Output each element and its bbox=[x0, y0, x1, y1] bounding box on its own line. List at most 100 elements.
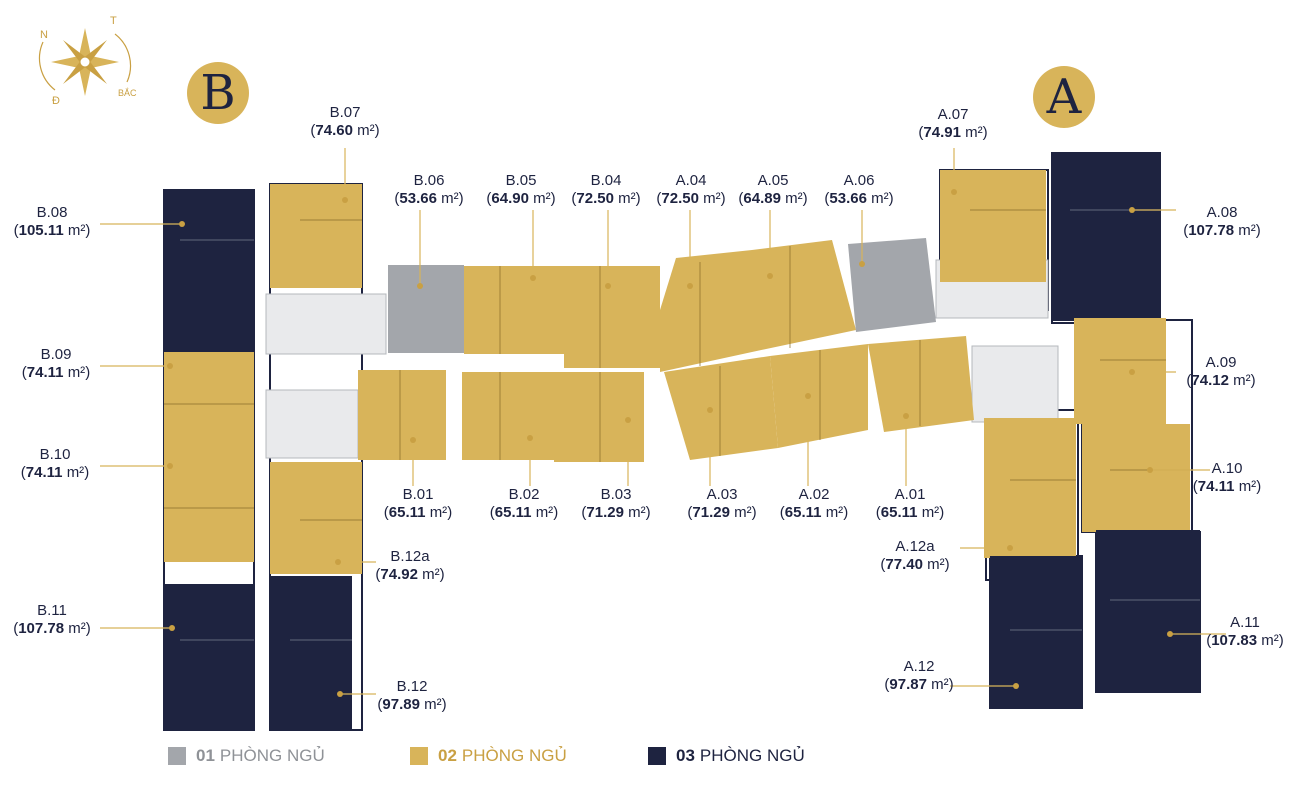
unit-area: 74.91 bbox=[923, 124, 961, 141]
unit-suffix: m² bbox=[703, 190, 721, 207]
unit-suffix: m² bbox=[965, 124, 983, 141]
unit-code: B.12 bbox=[396, 678, 428, 695]
unit-suffix: m² bbox=[424, 696, 442, 713]
unit-suffix: m² bbox=[921, 504, 940, 521]
legend-item-2br: 02 PHÒNG NGỦ bbox=[410, 744, 567, 768]
tower-a-badge: A bbox=[1033, 66, 1095, 128]
unit-label: A.05 (64.89 m²) bbox=[732, 172, 814, 208]
unit-code: B.09 bbox=[40, 346, 72, 363]
unit-suffix: m² bbox=[628, 504, 646, 521]
unit-suffix: m² bbox=[67, 222, 86, 239]
legend-swatch-gray bbox=[168, 747, 186, 765]
unit-area: 97.87 bbox=[889, 676, 927, 693]
unit-label: B.05 (64.90 m²) bbox=[480, 172, 562, 208]
unit-suffix: m² bbox=[67, 364, 86, 381]
compass-letter-n: N bbox=[40, 29, 48, 41]
unit-code: A.01 bbox=[894, 486, 926, 503]
unit-b07-shape bbox=[270, 184, 362, 288]
unit-a12a-shape bbox=[984, 418, 1076, 558]
compass-letter-d: Đ bbox=[52, 95, 60, 107]
legend-text: PHÒNG NGỦ bbox=[461, 746, 567, 765]
unit-a03-shape bbox=[664, 356, 778, 460]
unit-code: B.06 bbox=[413, 172, 445, 189]
unit-a06-shape bbox=[848, 238, 936, 332]
unit-area: 74.11 bbox=[26, 364, 64, 381]
unit-area: 64.90 bbox=[491, 190, 529, 207]
unit-area: 64.89 bbox=[743, 190, 781, 207]
unit-code: A.07 bbox=[937, 106, 969, 123]
unit-label: B.03 (71.29 m²) bbox=[572, 486, 660, 522]
unit-area: 65.11 bbox=[784, 504, 822, 521]
unit-suffix: m² bbox=[66, 464, 85, 481]
unit-area: 97.89 bbox=[382, 696, 420, 713]
unit-b08-shape bbox=[164, 190, 254, 352]
unit-b05-shape bbox=[464, 266, 564, 354]
unit-suffix: m² bbox=[535, 504, 554, 521]
unit-label: A.03 (71.29 m²) bbox=[678, 486, 766, 522]
unit-suffix: m² bbox=[871, 190, 889, 207]
unit-code: A.04 bbox=[675, 172, 707, 189]
unit-suffix: m² bbox=[785, 190, 803, 207]
legend-swatch-gold bbox=[410, 747, 428, 765]
unit-label: A.12a (77.40 m²) bbox=[870, 538, 960, 574]
unit-code: A.03 bbox=[706, 486, 738, 503]
unit-b02-shape bbox=[462, 372, 554, 460]
unit-a10-shape bbox=[1082, 424, 1190, 532]
unit-label: A.09 (74.12 m²) bbox=[1176, 354, 1266, 390]
unit-code: B.04 bbox=[590, 172, 622, 189]
unit-code: B.10 bbox=[39, 446, 71, 463]
unit-area: 107.83 bbox=[1211, 632, 1258, 649]
unit-label: B.06 (53.66 m²) bbox=[388, 172, 470, 208]
unit-label: B.12a (74.92 m²) bbox=[368, 548, 452, 584]
unit-area: 107.78 bbox=[18, 620, 65, 637]
unit-area: 77.40 bbox=[885, 556, 923, 573]
unit-area: 74.12 bbox=[1191, 372, 1229, 389]
unit-suffix: m² bbox=[429, 504, 448, 521]
legend-number: 03 bbox=[676, 746, 695, 765]
unit-label: A.01 (65.11 m²) bbox=[866, 486, 954, 522]
unit-area: 74.60 bbox=[315, 122, 353, 139]
compass-letter-bac: BẮC bbox=[118, 88, 137, 98]
unit-label: A.11 (107.83 m²) bbox=[1196, 614, 1294, 650]
unit-area: 74.11 bbox=[25, 464, 63, 481]
legend-text: PHÒNG NGỦ bbox=[699, 746, 805, 765]
unit-a02-shape bbox=[770, 344, 868, 448]
tower-b-badge: B bbox=[187, 62, 249, 124]
unit-area: 71.29 bbox=[692, 504, 730, 521]
unit-a12-shape bbox=[990, 556, 1082, 708]
unit-code: B.11 bbox=[37, 602, 67, 619]
unit-a07-shape bbox=[940, 170, 1046, 282]
unit-label: A.04 (72.50 m²) bbox=[650, 172, 732, 208]
unit-b01-shape bbox=[358, 370, 446, 460]
unit-label: B.04 (72.50 m²) bbox=[565, 172, 647, 208]
compass-letter-t: T bbox=[110, 15, 117, 27]
unit-area: 72.50 bbox=[661, 190, 699, 207]
unit-area: 65.11 bbox=[494, 504, 532, 521]
unit-label: B.12 (97.89 m²) bbox=[370, 678, 454, 714]
unit-b10-shape bbox=[164, 456, 254, 562]
unit-suffix: m² bbox=[1238, 222, 1256, 239]
legend-item-3br: 03 PHÒNG NGỦ bbox=[648, 744, 805, 768]
unit-label: B.07 (74.60 m²) bbox=[300, 104, 390, 140]
unit-code: A.02 bbox=[798, 486, 830, 503]
unit-suffix: m² bbox=[931, 676, 949, 693]
compass-rose-icon bbox=[38, 28, 132, 96]
unit-suffix: m² bbox=[533, 190, 551, 207]
unit-suffix: m² bbox=[927, 556, 945, 573]
core-a-south bbox=[971, 345, 1059, 423]
unit-code: B.08 bbox=[36, 204, 68, 221]
unit-suffix: m² bbox=[422, 566, 440, 583]
unit-area: 53.66 bbox=[399, 190, 437, 207]
unit-suffix: m² bbox=[68, 620, 86, 637]
unit-b12a-shape bbox=[270, 462, 362, 574]
unit-area: 71.29 bbox=[586, 504, 624, 521]
unit-label: B.09 (74.11 m²) bbox=[8, 346, 104, 382]
unit-area: 72.50 bbox=[576, 190, 614, 207]
unit-code: B.07 bbox=[329, 104, 361, 121]
unit-code: A.12a bbox=[895, 538, 935, 555]
unit-b06-shape bbox=[388, 265, 464, 353]
unit-a04-shape bbox=[660, 250, 752, 372]
unit-code: B.05 bbox=[505, 172, 537, 189]
unit-suffix: m² bbox=[734, 504, 752, 521]
unit-a05-shape bbox=[752, 240, 856, 352]
